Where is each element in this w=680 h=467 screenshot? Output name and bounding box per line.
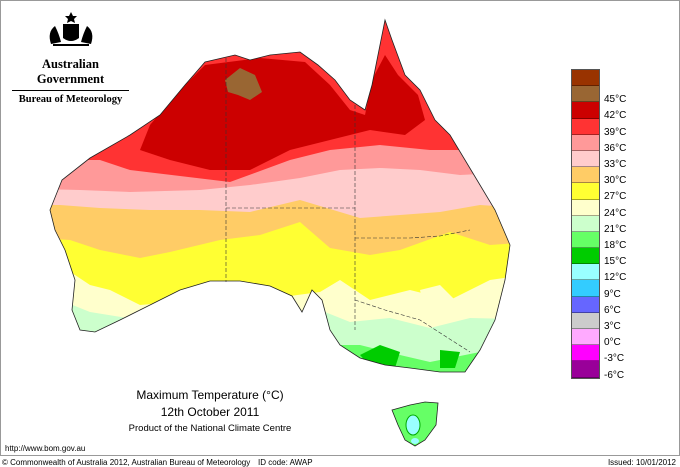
legend-label: 24°C — [604, 207, 627, 219]
bom-logo: Australian Government Bureau of Meteorol… — [8, 10, 133, 105]
legend-swatch — [572, 70, 599, 87]
legend-swatch — [572, 345, 599, 362]
legend-label: 36°C — [604, 142, 627, 154]
legend-swatch — [572, 183, 599, 200]
state-borders — [225, 58, 471, 353]
map-date: 12th October 2011 — [160, 405, 260, 419]
temperature-legend — [571, 69, 600, 379]
legend-swatch — [572, 361, 599, 378]
legend-label: 42°C — [604, 110, 627, 122]
copyright-text: © Commonwealth of Australia 2012, Austra… — [2, 458, 251, 467]
bureau-title: Bureau of Meteorology — [12, 90, 129, 105]
map-product: Product of the National Climate Centre — [128, 423, 292, 434]
legend-swatch — [572, 150, 599, 168]
legend-swatch — [572, 215, 599, 232]
legend-swatch — [572, 199, 599, 216]
legend-swatch — [572, 248, 599, 265]
legend-label: -6°C — [604, 369, 625, 381]
bom-url-link[interactable]: http://www.bom.gov.au — [5, 444, 86, 453]
map-title: Maximum Temperature (°C) — [136, 388, 284, 402]
legend-label: 15°C — [604, 256, 627, 268]
id-code: ID code: AWAP — [258, 458, 313, 467]
legend-label: 30°C — [604, 175, 627, 187]
legend-swatch — [572, 86, 599, 103]
legend-label: 45°C — [604, 94, 627, 106]
legend-swatch — [572, 329, 599, 346]
legend-swatch — [572, 296, 599, 313]
legend-label: 27°C — [604, 191, 627, 203]
legend-swatch — [572, 118, 599, 135]
legend-swatch — [572, 312, 599, 329]
coat-of-arms-icon — [49, 12, 92, 46]
legend-swatch — [572, 280, 599, 297]
legend-label: 0°C — [604, 337, 621, 349]
legend-label: 6°C — [604, 304, 621, 316]
legend-swatch — [572, 134, 599, 151]
legend-label: 33°C — [604, 159, 627, 170]
legend-swatch — [572, 102, 599, 119]
legend-label: 21°C — [604, 223, 627, 235]
legend-swatch — [572, 231, 599, 249]
legend-label: 18°C — [604, 240, 627, 251]
legend-label: -3°C — [604, 353, 625, 365]
legend-label: 12°C — [604, 272, 627, 284]
legend-swatch — [572, 167, 599, 184]
legend-swatch — [572, 264, 599, 281]
government-title: Australian Government — [36, 57, 105, 86]
issued-date: Issued: 10/01/2012 — [607, 458, 676, 467]
tasmania — [391, 401, 439, 447]
legend-label: 9°C — [604, 288, 621, 300]
legend-label: 39°C — [604, 126, 627, 138]
legend-label: 3°C — [604, 321, 621, 332]
